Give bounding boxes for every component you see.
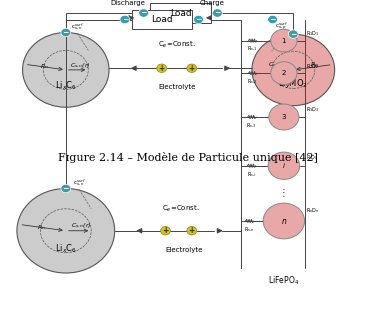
Text: R$_i$D$_i$: R$_i$D$_i$ <box>306 153 318 162</box>
Text: −: − <box>214 8 220 18</box>
Text: Li$_x$C$_6$: Li$_x$C$_6$ <box>55 79 77 92</box>
Circle shape <box>194 15 203 24</box>
Text: R$_n$D$_n$: R$_n$D$_n$ <box>306 206 320 215</box>
Text: Load: Load <box>170 8 191 18</box>
Text: c$_{s,n}^{surf}$: c$_{s,n}^{surf}$ <box>73 177 86 188</box>
Text: 2: 2 <box>282 70 286 76</box>
Text: +: + <box>162 226 168 235</box>
Text: C$_{s,n}$(r): C$_{s,n}$(r) <box>71 221 91 230</box>
Text: −: − <box>290 30 296 39</box>
Text: −: − <box>196 15 202 24</box>
Circle shape <box>139 9 149 17</box>
Text: i: i <box>283 163 285 169</box>
Text: n: n <box>282 216 286 226</box>
Text: Discharge: Discharge <box>111 1 145 7</box>
Circle shape <box>268 152 300 179</box>
FancyBboxPatch shape <box>132 10 192 29</box>
Text: R$_{s,n}$: R$_{s,n}$ <box>244 226 255 234</box>
Text: Fɪgure 2.14 – Modèle de Particule unique [42]: Fɪgure 2.14 – Modèle de Particule unique… <box>58 152 318 163</box>
Text: Li$_y$MO$_2$: Li$_y$MO$_2$ <box>278 78 308 91</box>
Text: C$_e$=Const.: C$_e$=Const. <box>162 204 199 215</box>
Circle shape <box>271 62 297 84</box>
Text: ⋮: ⋮ <box>279 188 289 198</box>
Text: −: − <box>141 8 147 18</box>
Circle shape <box>187 227 197 235</box>
Text: C$_{s,n}$(r): C$_{s,n}$(r) <box>70 61 91 70</box>
Text: R$_{s,2}$: R$_{s,2}$ <box>247 78 258 86</box>
Text: −: − <box>122 15 128 24</box>
Circle shape <box>288 30 298 38</box>
Text: +: + <box>189 64 195 73</box>
Text: Electrolyte: Electrolyte <box>165 247 203 253</box>
Text: c$_{s,n}^{surf}$: c$_{s,n}^{surf}$ <box>71 22 84 32</box>
Text: −: − <box>63 28 69 37</box>
Text: Load: Load <box>151 15 173 24</box>
Text: 1: 1 <box>282 38 286 44</box>
Text: R$_{s,1}$: R$_{s,1}$ <box>247 45 258 53</box>
Text: R$_{s,i}$: R$_{s,i}$ <box>247 170 256 178</box>
Text: C$_e$=Const.: C$_e$=Const. <box>158 40 196 50</box>
Text: Electrolyte: Electrolyte <box>158 84 196 90</box>
Circle shape <box>61 28 71 37</box>
Circle shape <box>252 34 335 106</box>
Text: R$_n$: R$_n$ <box>40 62 49 71</box>
Text: +: + <box>159 64 165 73</box>
Text: −: − <box>270 15 276 24</box>
Text: R$_2$D$_2$: R$_2$D$_2$ <box>306 62 320 71</box>
Circle shape <box>157 64 167 72</box>
Text: R$_n$: R$_n$ <box>37 223 46 232</box>
Text: R$_3$D$_3$: R$_3$D$_3$ <box>306 105 320 114</box>
Circle shape <box>271 29 297 52</box>
Circle shape <box>269 104 299 130</box>
Text: Li$_x$C$_6$: Li$_x$C$_6$ <box>55 242 77 255</box>
Circle shape <box>161 227 170 235</box>
Circle shape <box>212 9 222 17</box>
Text: R$_1$D$_1$: R$_1$D$_1$ <box>306 29 320 38</box>
Text: R$_p$: R$_p$ <box>310 61 319 72</box>
Circle shape <box>263 203 305 239</box>
Text: Charge: Charge <box>200 1 225 7</box>
Circle shape <box>23 32 109 107</box>
Circle shape <box>17 188 115 273</box>
Circle shape <box>187 64 197 72</box>
Text: LiFePO$_4$: LiFePO$_4$ <box>268 275 299 287</box>
Circle shape <box>120 15 130 24</box>
Text: 3: 3 <box>282 114 286 120</box>
Text: C$_{s,p}$(r): C$_{s,p}$(r) <box>268 60 289 71</box>
Text: +: + <box>189 226 195 235</box>
Text: −: − <box>63 184 69 193</box>
Circle shape <box>268 15 277 24</box>
FancyBboxPatch shape <box>150 3 211 23</box>
Text: c$_{s,p}^{surf}$: c$_{s,p}^{surf}$ <box>275 21 288 33</box>
Circle shape <box>61 184 71 193</box>
Text: R$_{s,3}$: R$_{s,3}$ <box>247 122 257 130</box>
